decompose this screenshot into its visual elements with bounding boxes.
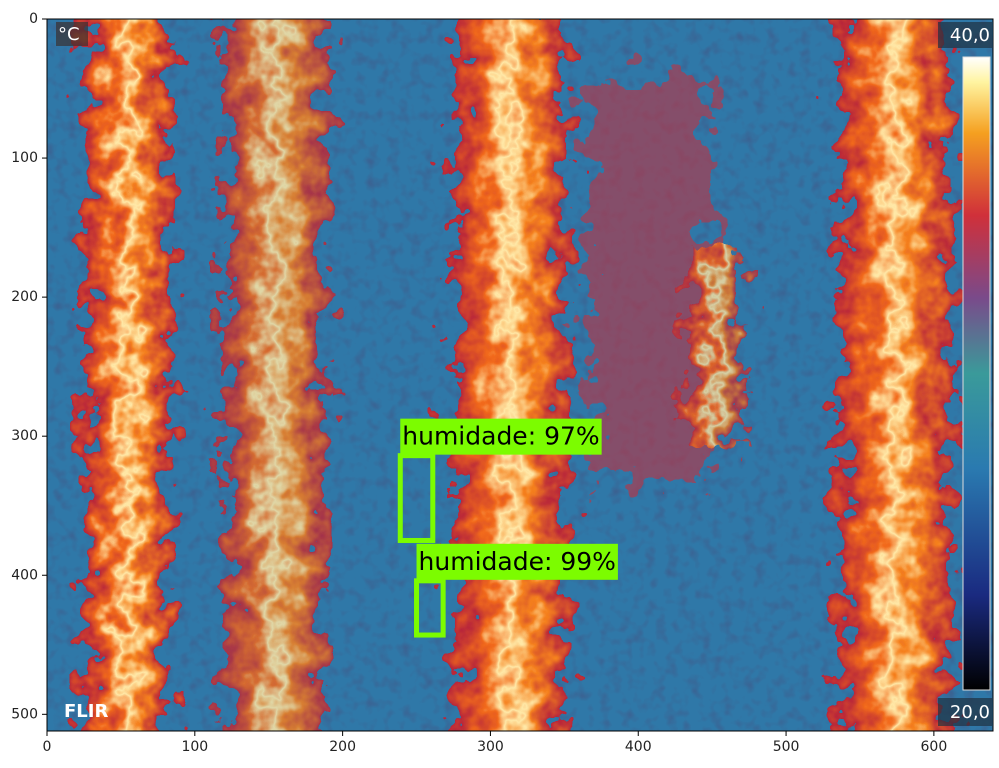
- brand-logo: FLIR: [64, 701, 108, 722]
- x-tick-label: 100: [181, 739, 208, 755]
- overlay: °C 40,0 20,0 FLIR: [56, 22, 992, 726]
- detection-label: humidade: 97%: [402, 422, 599, 451]
- x-tick-label: 400: [625, 739, 652, 755]
- min-temp: 20,0: [950, 702, 990, 723]
- thermal-image: [47, 19, 993, 731]
- axes: 0 100 200 300 400 500 600 0 100 200 300 400 500: [11, 11, 947, 755]
- detection-label: humidade: 99%: [419, 547, 616, 576]
- y-tick-label: 200: [11, 289, 38, 305]
- x-tick-label: 200: [329, 739, 356, 755]
- detection-label-bg: [416, 543, 618, 580]
- detection-box: [414, 578, 446, 638]
- y-tick-label: 100: [11, 150, 38, 166]
- detection-label-bg: [400, 418, 602, 455]
- y-tick-label: 300: [11, 428, 38, 444]
- y-tick-label: 0: [29, 11, 38, 27]
- y-tick-label: 400: [11, 567, 38, 583]
- x-tick-label: 500: [773, 739, 800, 755]
- detection-box: [397, 453, 436, 543]
- unit-label: °C: [58, 24, 80, 45]
- x-tick-label: 600: [921, 739, 948, 755]
- x-tick-label: 300: [477, 739, 504, 755]
- x-tick-label: 0: [43, 739, 52, 755]
- y-tick-label: 500: [11, 706, 38, 722]
- detections: humidade: 97% humidade: 99%: [397, 418, 618, 638]
- max-temp: 40,0: [950, 25, 990, 46]
